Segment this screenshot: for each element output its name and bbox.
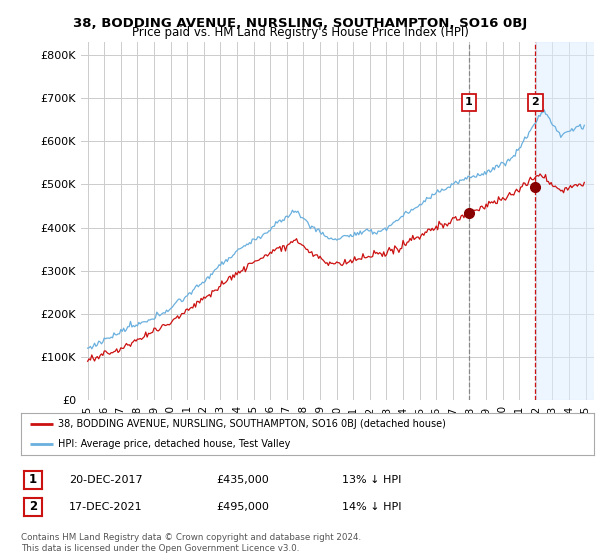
Text: HPI: Average price, detached house, Test Valley: HPI: Average price, detached house, Test… — [58, 439, 290, 449]
Text: 1: 1 — [29, 473, 37, 487]
Text: 20-DEC-2017: 20-DEC-2017 — [69, 475, 143, 485]
Text: £495,000: £495,000 — [216, 502, 269, 512]
Text: 17-DEC-2021: 17-DEC-2021 — [69, 502, 143, 512]
Text: £435,000: £435,000 — [216, 475, 269, 485]
Text: Price paid vs. HM Land Registry's House Price Index (HPI): Price paid vs. HM Land Registry's House … — [131, 26, 469, 39]
Bar — [535, 42, 600, 400]
Text: 2: 2 — [532, 97, 539, 108]
Text: 13% ↓ HPI: 13% ↓ HPI — [342, 475, 401, 485]
Text: 2: 2 — [29, 500, 37, 514]
Text: 38, BODDING AVENUE, NURSLING, SOUTHAMPTON, SO16 0BJ (detached house): 38, BODDING AVENUE, NURSLING, SOUTHAMPTO… — [58, 419, 446, 430]
Text: 1: 1 — [465, 97, 473, 108]
Text: Contains HM Land Registry data © Crown copyright and database right 2024.
This d: Contains HM Land Registry data © Crown c… — [21, 533, 361, 553]
Text: 38, BODDING AVENUE, NURSLING, SOUTHAMPTON, SO16 0BJ: 38, BODDING AVENUE, NURSLING, SOUTHAMPTO… — [73, 17, 527, 30]
Text: 14% ↓ HPI: 14% ↓ HPI — [342, 502, 401, 512]
